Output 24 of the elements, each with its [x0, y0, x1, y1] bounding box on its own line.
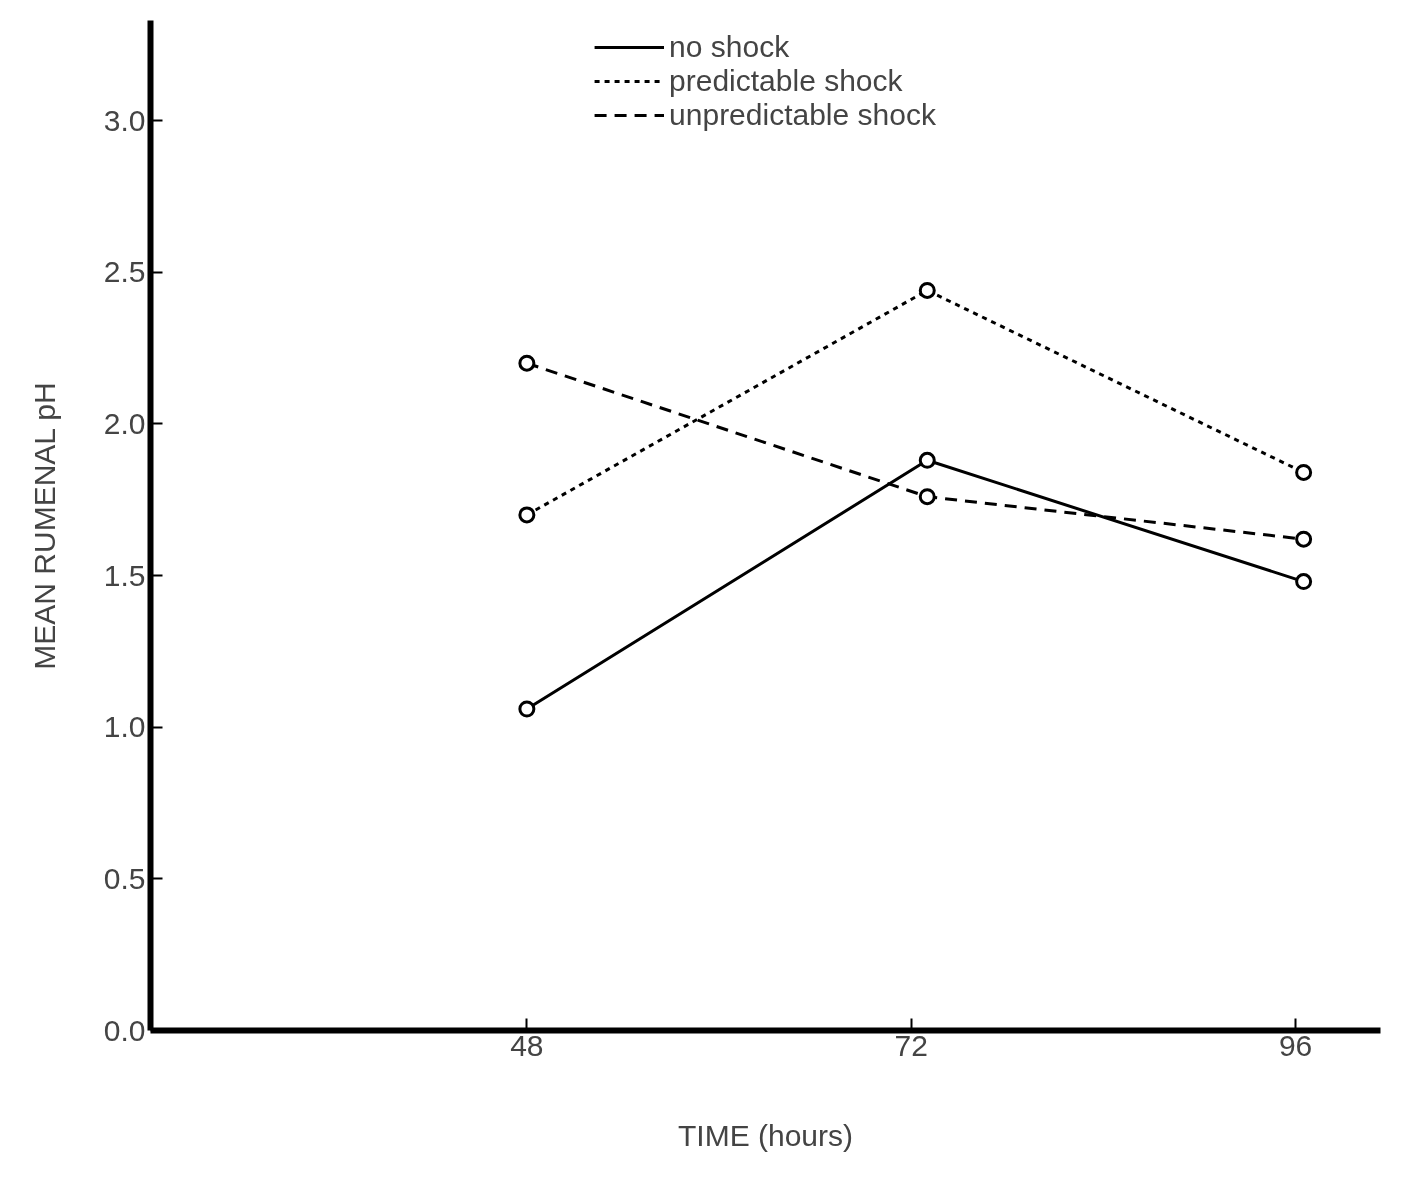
- point: [1295, 530, 1313, 548]
- point: [518, 354, 536, 372]
- y-tick-label: 1.0: [103, 710, 146, 744]
- point: [918, 488, 936, 506]
- point: [518, 506, 536, 524]
- y-tick-label: 0.5: [103, 861, 146, 895]
- y-tick-label: 0.0: [103, 1013, 146, 1047]
- y-axis-title: MEAN RUMENAL pH: [27, 382, 61, 670]
- legend-label: predictable shock: [669, 64, 903, 98]
- x-tick-label: 48: [510, 1028, 544, 1062]
- point: [918, 281, 936, 299]
- y-tick-label: 2.0: [103, 406, 146, 440]
- x-axis-title: TIME (hours): [677, 1118, 854, 1152]
- legend-label: no shock: [669, 30, 790, 64]
- legend-label: unpredictable shock: [669, 98, 936, 132]
- point: [1295, 463, 1313, 481]
- point: [518, 700, 536, 718]
- x-tick-label: 96: [1278, 1028, 1313, 1062]
- y-tick-label: 1.5: [103, 558, 146, 592]
- y-tick-label: 3.0: [103, 103, 146, 137]
- point: [1295, 573, 1313, 591]
- x-tick-label: 72: [894, 1028, 928, 1062]
- point: [918, 451, 936, 469]
- y-tick-label: 2.5: [103, 255, 146, 289]
